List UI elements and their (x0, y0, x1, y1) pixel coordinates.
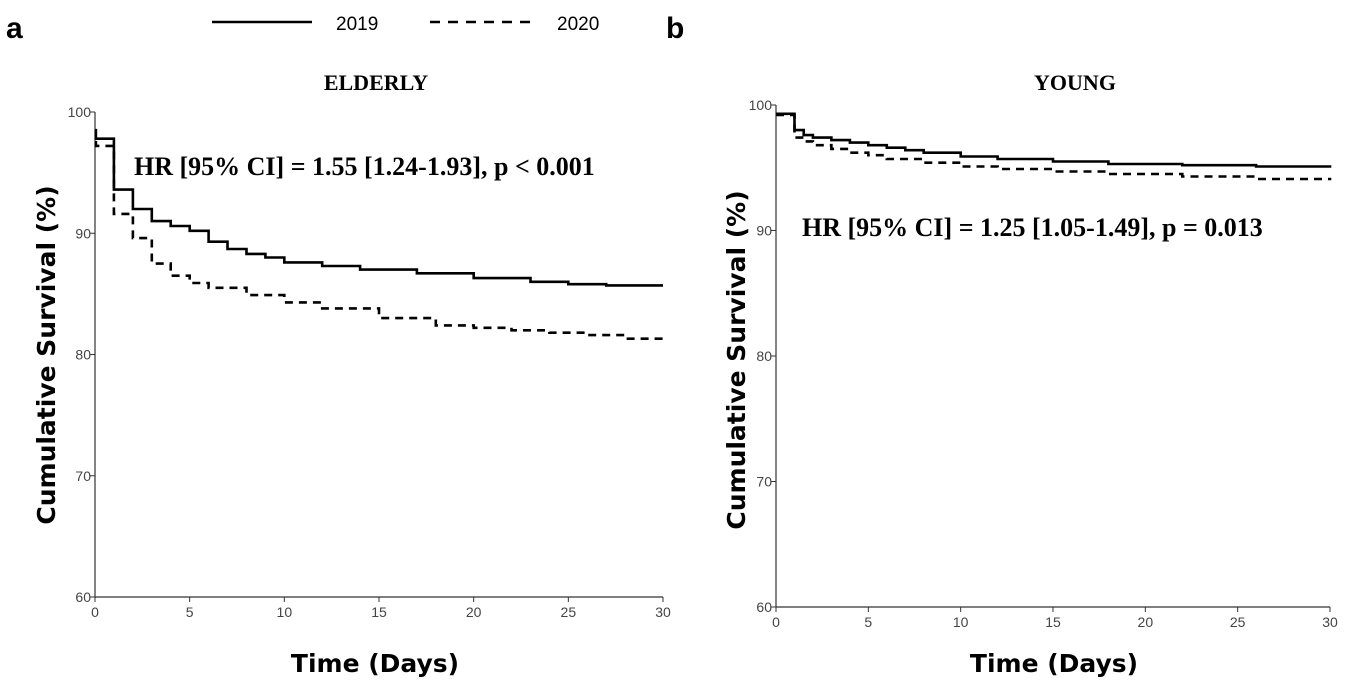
y-tick-label: 70 (75, 468, 91, 484)
x-tick-label: 20 (466, 604, 482, 620)
curve-group (94, 128, 665, 340)
y-tick-label: 60 (756, 599, 772, 615)
x-tick-label: 25 (561, 604, 577, 620)
legend-label-2019: 2019 (336, 14, 378, 35)
tick-group: 0 5 10 15 20 25 30 60 70 80 90 100 (68, 104, 671, 620)
panel-letter-a: a (6, 12, 23, 45)
curve-group (776, 112, 1332, 181)
panel-a-elderly: a ELDERLY 0 5 10 15 20 25 30 60 70 80 90 100 HR [95… (6, 12, 671, 678)
x-axis-title: Time (Days) (291, 649, 459, 678)
x-tick-label: 10 (953, 614, 969, 630)
survival-curve-2020 (94, 141, 665, 340)
y-tick-label: 70 (756, 474, 772, 490)
x-tick-label: 0 (772, 614, 780, 630)
y-tick-label: 100 (749, 97, 773, 113)
y-tick-label: 80 (75, 347, 91, 363)
y-axis-title: Cumulative Survival (%) (722, 190, 751, 529)
legend: 2019 2020 (212, 14, 599, 35)
x-tick-label: 5 (186, 604, 194, 620)
legend-label-2020: 2020 (557, 14, 599, 35)
y-tick-label: 60 (75, 589, 91, 605)
x-tick-label: 0 (91, 604, 99, 620)
y-tick-label: 100 (68, 104, 92, 120)
x-tick-label: 5 (864, 614, 872, 630)
x-tick-label: 20 (1138, 614, 1154, 630)
hazard-ratio-annotation: HR [95% CI] = 1.55 [1.24-1.93], p < 0.00… (134, 152, 595, 181)
x-tick-label: 15 (1045, 614, 1061, 630)
chart-title: YOUNG (1034, 70, 1116, 95)
x-tick-label: 25 (1230, 614, 1246, 630)
y-tick-label: 90 (75, 225, 91, 241)
x-axis-title: Time (Days) (970, 649, 1138, 678)
tick-group: 0 5 10 15 20 25 30 60 70 80 90 100 (749, 97, 1338, 630)
survival-curve-2019 (776, 112, 1332, 168)
x-tick-label: 30 (1322, 614, 1338, 630)
panel-letter-b: b (666, 12, 684, 45)
y-axis-title: Cumulative Survival (%) (32, 185, 61, 524)
survival-curve-2020 (776, 113, 1332, 181)
x-tick-label: 10 (277, 604, 293, 620)
panel-b-young: b YOUNG 0 5 10 15 20 25 30 60 70 80 90 100 HR [95% … (666, 12, 1338, 678)
y-tick-label: 90 (756, 223, 772, 239)
survival-curve-2019 (94, 128, 663, 287)
x-tick-label: 15 (371, 604, 387, 620)
y-tick-label: 80 (756, 348, 772, 364)
hazard-ratio-annotation: HR [95% CI] = 1.25 [1.05-1.49], p = 0.01… (802, 213, 1263, 242)
x-tick-label: 30 (655, 604, 671, 620)
chart-title: ELDERLY (324, 70, 428, 95)
